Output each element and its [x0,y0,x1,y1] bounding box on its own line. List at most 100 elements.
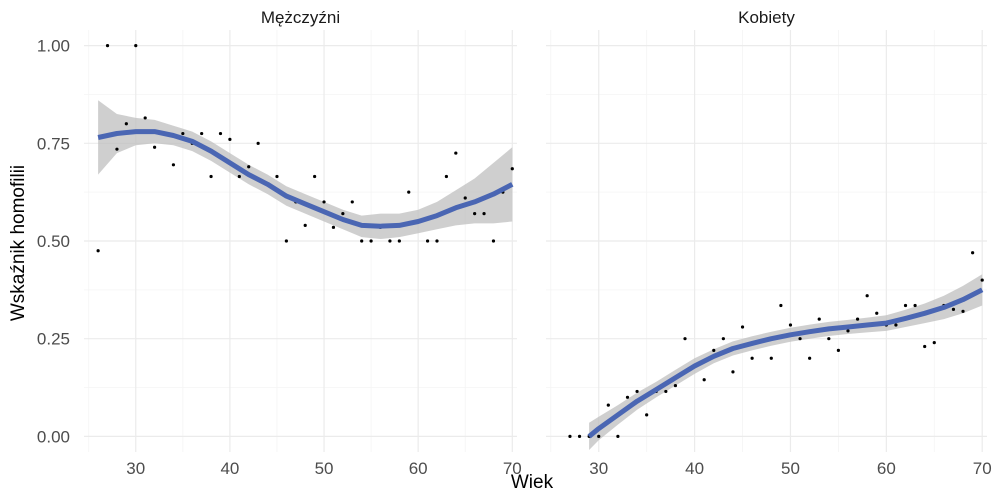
data-point [435,239,439,243]
data-point [350,200,354,204]
confidence-band [589,274,983,450]
data-point [313,174,317,179]
y-tick-label: 0.75 [37,134,70,153]
x-tick-label: 70 [503,459,522,478]
data-point [635,389,639,394]
x-tick-label: 30 [589,459,608,478]
data-point [360,239,364,243]
data-point [369,239,373,243]
data-point [237,174,241,179]
data-point [568,434,572,438]
x-tick-label: 40 [220,459,239,478]
data-point [247,165,251,169]
data-point [284,239,288,243]
data-point [808,356,812,360]
data-point [836,348,841,353]
data-point [218,131,223,136]
x-tick-label: 60 [409,459,428,478]
x-tick-label: 70 [973,459,992,478]
panels: Mężczyźni 30 40 50 60 70 Kobiety 30 40 50 60 70 [84,8,992,478]
data-point [817,317,821,321]
data-point [769,356,773,360]
facet-label: Mężczyźni [261,8,340,27]
data-point [855,317,860,321]
data-point [683,337,687,341]
data-point [256,141,260,145]
data-point [152,145,157,149]
data-point [577,434,582,438]
smooth-line [97,129,514,229]
data-point [740,325,745,329]
data-point [875,311,879,315]
data-point [913,303,917,308]
y-axis-tick-labels: 0.00 0.25 0.50 0.75 1.00 [37,37,70,447]
data-point [779,303,783,308]
x-tick-label: 50 [315,459,334,478]
data-point [712,348,716,353]
data-point [181,131,185,136]
data-point [961,309,965,313]
data-point [846,329,850,333]
y-tick-label: 0.50 [37,232,70,251]
data-point [645,413,649,417]
y-tick-label: 1.00 [37,37,70,56]
data-point [510,167,514,171]
data-point [903,303,908,308]
data-point [388,239,392,243]
data-point [200,131,204,136]
data-point [616,434,620,438]
data-point [721,337,725,341]
data-point [798,337,802,341]
data-point [606,403,610,407]
data-point [625,395,630,399]
data-point [425,239,430,243]
data-point [750,356,754,360]
data-point [171,163,176,167]
data-point [124,122,128,126]
data-point [664,389,668,394]
data-point [788,323,793,327]
data-point [134,44,138,48]
data-point [827,337,831,341]
data-point [331,225,336,229]
data-point [303,223,307,227]
data-point [731,370,735,374]
x-axis-title: Wiek [511,472,554,493]
data-point [482,212,486,216]
data-point [209,174,213,179]
data-point [397,239,401,243]
data-point [491,239,496,243]
data-point [980,278,984,282]
y-axis-title: Wskaźnik homofilii [8,165,29,321]
data-point [322,200,326,204]
data-point [228,137,232,142]
data-point [597,434,601,438]
data-point [951,307,956,311]
smooth-line [587,287,984,439]
data-point [923,344,927,349]
x-tick-label: 30 [126,459,145,478]
data-point [105,44,110,48]
data-point [865,294,869,298]
facet-label: Kobiety [738,8,795,27]
data-point [444,174,449,179]
data-point [407,190,411,194]
data-point [96,249,100,253]
data-point [275,174,279,179]
data-point [702,378,706,382]
y-tick-label: 0.25 [37,330,70,349]
data-point [673,383,678,388]
x-tick-label: 60 [877,459,896,478]
data-point [341,212,345,216]
gridlines [84,30,517,452]
y-tick-label: 0.00 [37,427,70,446]
data-point [971,251,975,255]
data-point [463,196,467,200]
facet-panel: Mężczyźni 30 40 50 60 70 [84,8,522,478]
x-tick-label: 50 [781,459,800,478]
data-point [894,323,898,327]
data-point [454,151,458,155]
data-point [143,116,147,120]
data-point [932,340,936,345]
data-point [473,212,477,216]
